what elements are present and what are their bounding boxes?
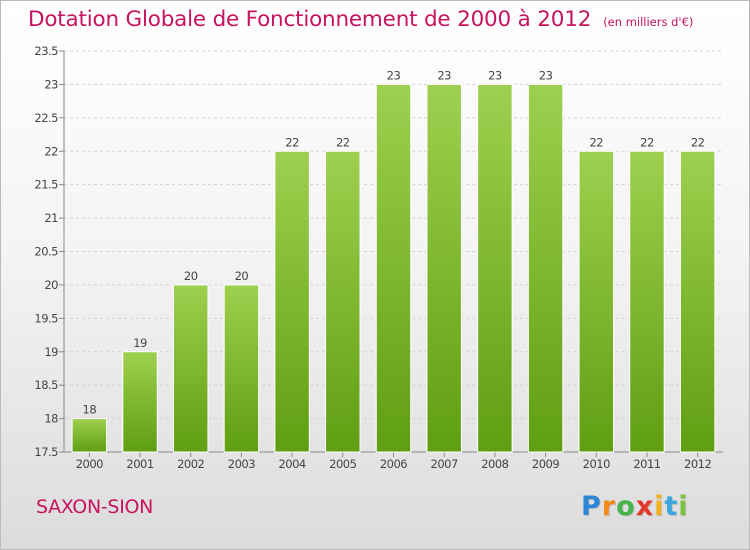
data-label-2003: 20 bbox=[235, 269, 249, 283]
y-tick-label: 19 bbox=[44, 345, 58, 359]
y-tick-label: 18 bbox=[44, 412, 58, 426]
data-label-2007: 23 bbox=[437, 68, 451, 82]
data-label-2005: 22 bbox=[336, 135, 350, 149]
x-tick-label: 2007 bbox=[431, 457, 458, 471]
title-text: Dotation Globale de Fonctionnement de 20… bbox=[28, 7, 592, 32]
bar-2011 bbox=[629, 150, 665, 453]
logo-letter: x bbox=[635, 491, 655, 522]
bar-2004 bbox=[274, 150, 310, 453]
bar-2000 bbox=[71, 418, 108, 453]
logo-letter: o bbox=[616, 491, 636, 522]
bar-2012 bbox=[679, 150, 716, 453]
x-tick-label: 2005 bbox=[329, 457, 356, 471]
bar-2008 bbox=[477, 83, 513, 453]
bar-2007 bbox=[426, 83, 462, 453]
x-tick-label: 2001 bbox=[126, 457, 153, 471]
x-tick-label: 2006 bbox=[380, 457, 407, 471]
y-tick-label: 21.5 bbox=[34, 178, 58, 192]
y-tick-label: 22 bbox=[44, 144, 58, 158]
bars bbox=[71, 83, 716, 453]
y-tick-label: 23 bbox=[44, 77, 58, 91]
data-label-2006: 23 bbox=[387, 68, 401, 82]
data-label-2012: 22 bbox=[691, 135, 705, 149]
logo-letter: i bbox=[654, 491, 665, 522]
bar-2003 bbox=[223, 284, 260, 453]
bar-2001 bbox=[122, 351, 158, 453]
data-label-2008: 23 bbox=[488, 68, 502, 82]
chart-title: Dotation Globale de Fonctionnement de 20… bbox=[28, 7, 693, 32]
logo-letter: r bbox=[601, 491, 617, 522]
y-tick-label: 20.5 bbox=[34, 245, 58, 259]
proxiti-logo[interactable]: Proxiti bbox=[581, 491, 689, 522]
y-tick-label: 17.5 bbox=[34, 445, 58, 459]
bar-2009 bbox=[527, 83, 564, 453]
x-tick-label: 2011 bbox=[633, 457, 660, 471]
data-label-2001: 19 bbox=[133, 336, 147, 350]
data-label-2004: 22 bbox=[285, 135, 299, 149]
data-label-2011: 22 bbox=[640, 135, 654, 149]
bar-2002 bbox=[172, 284, 209, 453]
bar-2006 bbox=[375, 83, 412, 453]
logo-letter: t bbox=[664, 491, 679, 522]
y-tick-label: 19.5 bbox=[34, 311, 58, 325]
x-tick-label: 2010 bbox=[583, 457, 610, 471]
x-tick-label: 2008 bbox=[481, 457, 508, 471]
chart-subtitle: (en milliers d'€) bbox=[603, 15, 694, 29]
x-tick-label: 2002 bbox=[177, 457, 204, 471]
data-label-2009: 23 bbox=[539, 68, 553, 82]
y-tick-label: 22.5 bbox=[34, 111, 58, 125]
bar-2005 bbox=[325, 150, 361, 453]
data-label-2000: 18 bbox=[83, 403, 97, 417]
y-tick-label: 18.5 bbox=[34, 378, 58, 392]
x-tick-label: 2012 bbox=[684, 457, 711, 471]
commune-name: SAXON-SION bbox=[36, 496, 154, 518]
y-tick-label: 20 bbox=[44, 278, 58, 292]
logo-letter: i bbox=[678, 491, 689, 522]
y-tick-label: 21 bbox=[44, 211, 58, 225]
labels: 17.5 18 18.5 19 19.5 20 20.5 21 21.5 22 22.5 23 23.5… bbox=[34, 44, 712, 471]
logo-letter: P bbox=[581, 491, 602, 522]
data-label-2002: 20 bbox=[184, 269, 198, 283]
bar-2010 bbox=[578, 150, 615, 453]
x-tick-label: 2003 bbox=[228, 457, 255, 471]
x-tick-label: 2009 bbox=[532, 457, 559, 471]
y-tick-label: 23.5 bbox=[34, 44, 58, 58]
data-label-2010: 22 bbox=[589, 135, 603, 149]
x-tick-label: 2000 bbox=[76, 457, 103, 471]
x-tick-label: 2004 bbox=[278, 457, 305, 471]
